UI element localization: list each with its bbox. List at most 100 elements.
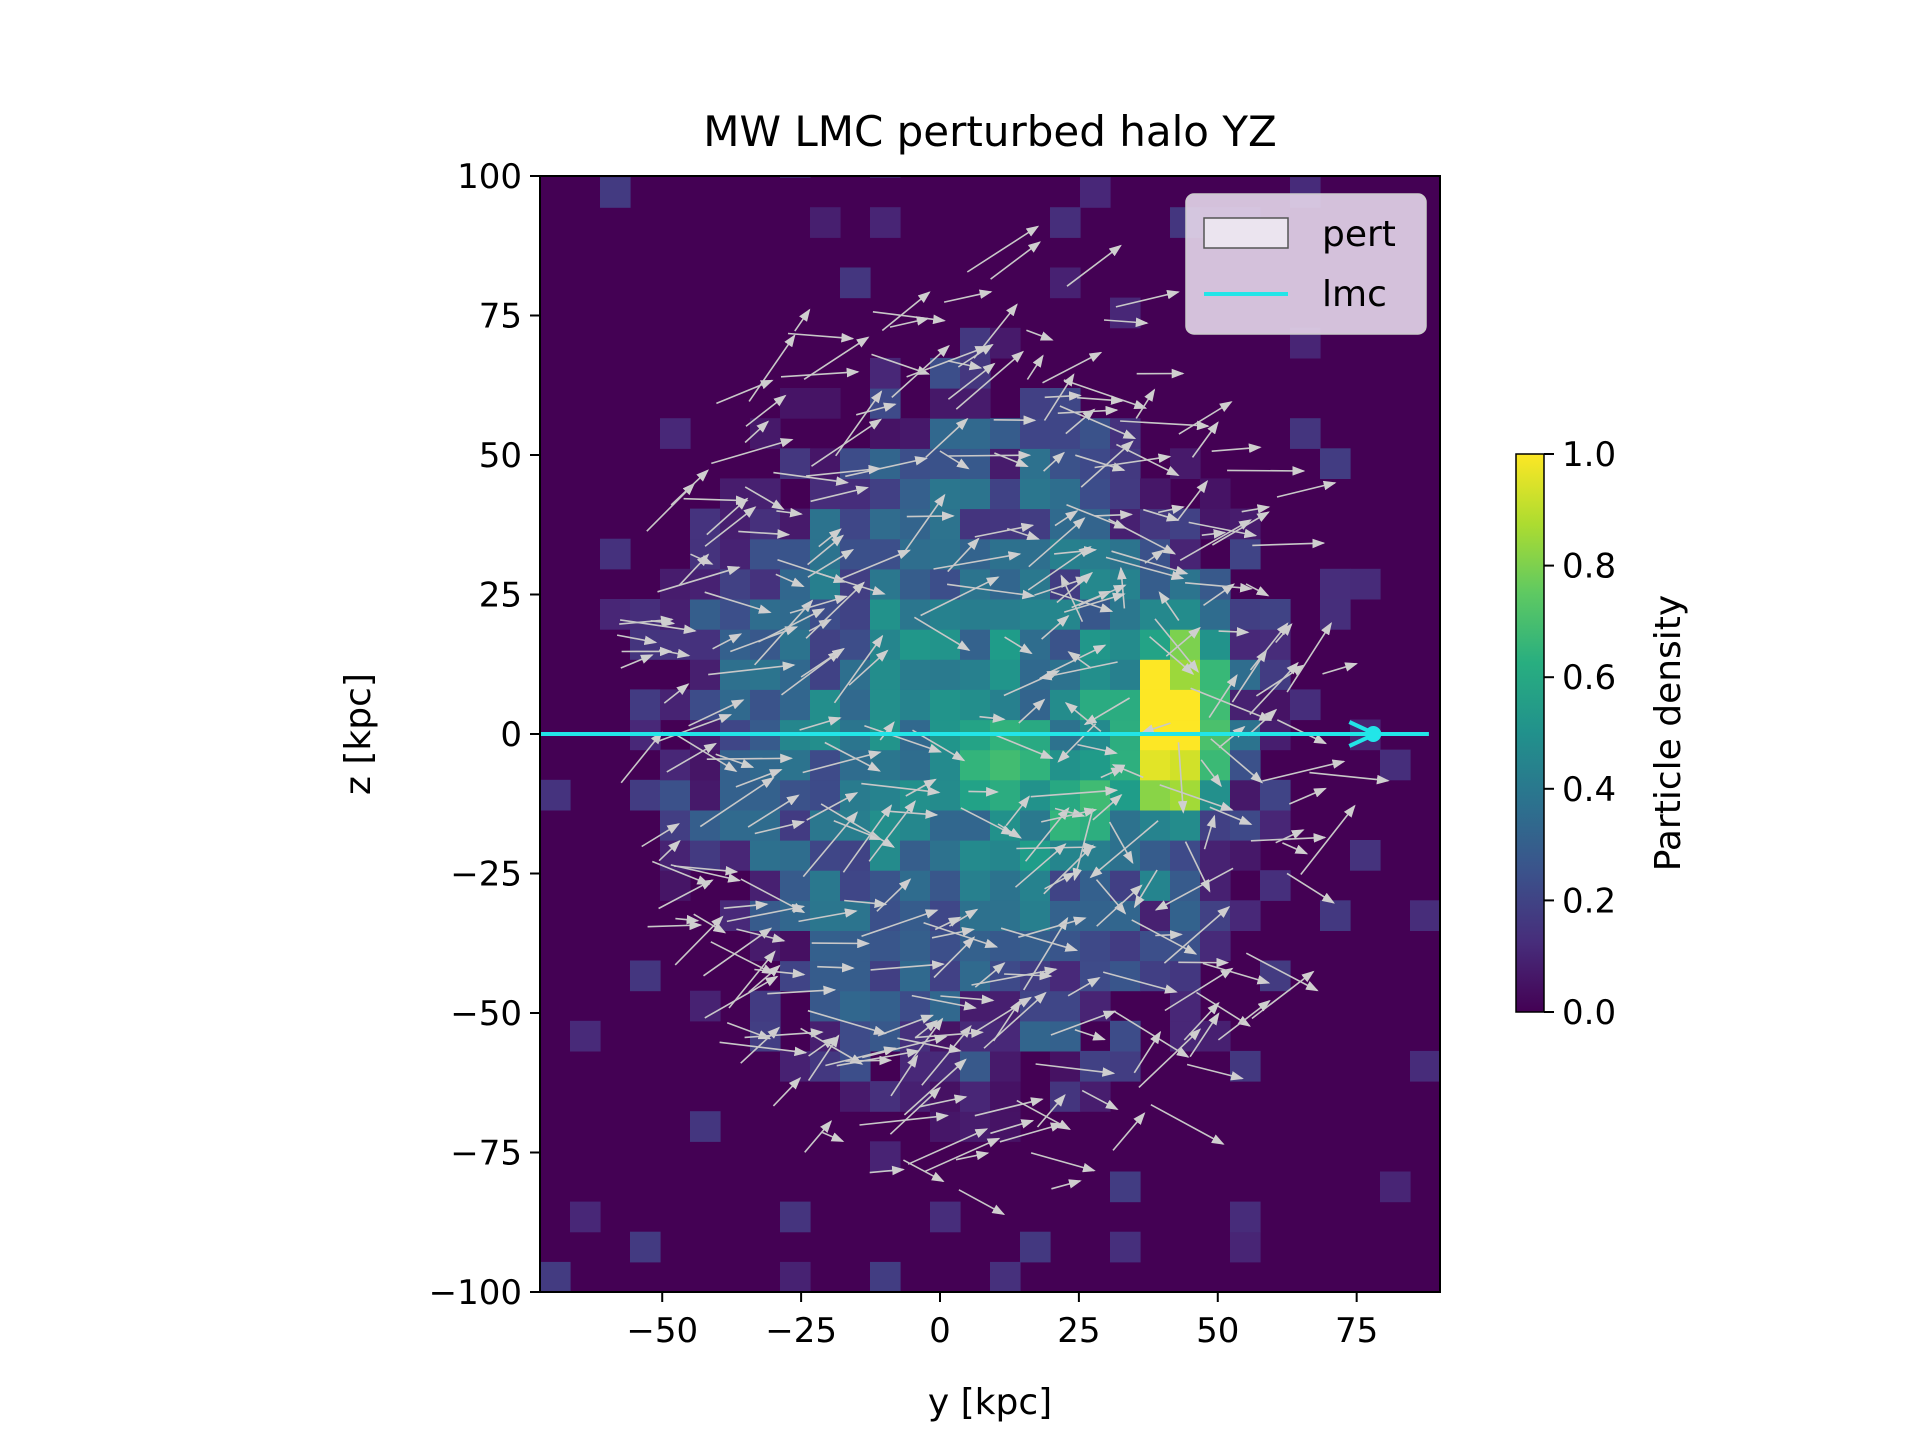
heatmap-cell xyxy=(810,840,841,871)
heatmap-cell xyxy=(750,840,781,871)
heatmap-cell xyxy=(1110,629,1141,660)
heatmap-cell xyxy=(960,780,991,811)
heatmap-cell xyxy=(690,539,721,570)
heatmap-cell xyxy=(570,1021,601,1052)
heatmap-cell xyxy=(1320,900,1351,931)
heatmap-cell xyxy=(1140,599,1171,630)
heatmap-cell xyxy=(1080,569,1111,600)
heatmap-cell xyxy=(1080,509,1111,540)
heatmap-cell xyxy=(1080,840,1111,871)
heatmap-cell xyxy=(900,478,931,509)
heatmap-cell xyxy=(1230,750,1261,781)
heatmap-cell xyxy=(870,1141,901,1172)
y-tick-label: −25 xyxy=(450,855,522,895)
heatmap-cell xyxy=(1020,418,1051,449)
x-axis-label: y [kpc] xyxy=(928,1382,1052,1423)
heatmap-cell xyxy=(1170,659,1201,690)
heatmap-cell xyxy=(1230,810,1261,841)
heatmap-cell xyxy=(660,569,691,600)
velocity-arrow xyxy=(968,791,997,792)
heatmap-cell xyxy=(1110,780,1141,811)
heatmap-cell xyxy=(1020,448,1051,479)
heatmap-cell xyxy=(1170,840,1201,871)
heatmap-cell xyxy=(840,991,871,1022)
heatmap-cell xyxy=(1080,930,1111,961)
heatmap-cell xyxy=(1260,780,1291,811)
heatmap-cell xyxy=(840,268,871,299)
heatmap-cell xyxy=(1230,599,1261,630)
heatmap-cell xyxy=(1320,569,1351,600)
heatmap-cell xyxy=(1140,659,1171,690)
heatmap-cell xyxy=(990,840,1021,871)
heatmap-cell xyxy=(660,418,691,449)
colorbar-gradient xyxy=(1516,454,1544,1012)
heatmap-cell xyxy=(990,961,1021,992)
heatmap-cell xyxy=(630,1232,661,1263)
heatmap-cell xyxy=(780,870,811,901)
heatmap-cell xyxy=(960,840,991,871)
heatmap-cell xyxy=(1020,840,1051,871)
x-tick-label: 75 xyxy=(1335,1311,1378,1351)
heatmap-cell xyxy=(1260,810,1291,841)
heatmap-cell xyxy=(870,659,901,690)
heatmap-cell xyxy=(720,810,751,841)
heatmap-cell xyxy=(780,1262,811,1293)
heatmap-cell xyxy=(900,659,931,690)
heatmap-cell xyxy=(1110,599,1141,630)
heatmap-cell xyxy=(960,478,991,509)
heatmap-cell xyxy=(780,780,811,811)
x-tick-label: 50 xyxy=(1196,1311,1239,1351)
heatmap-cell xyxy=(900,509,931,540)
heatmap-cell xyxy=(1230,1202,1261,1233)
heatmap-cell xyxy=(720,689,751,720)
heatmap-cell xyxy=(1200,659,1231,690)
heatmap-cell xyxy=(870,930,901,961)
heatmap-cell xyxy=(1020,689,1051,720)
heatmap-cell xyxy=(1170,870,1201,901)
heatmap-cell xyxy=(780,1202,811,1233)
heatmap-cell xyxy=(1230,539,1261,570)
y-tick-label: 100 xyxy=(457,157,522,197)
heatmap-cell xyxy=(1320,448,1351,479)
heatmap-cell xyxy=(810,810,841,841)
heatmap-cell xyxy=(1200,629,1231,660)
heatmap-cell xyxy=(1140,478,1171,509)
heatmap-cell xyxy=(870,448,901,479)
heatmap-cell xyxy=(780,388,811,419)
heatmap-cell xyxy=(810,539,841,570)
heatmap-cell xyxy=(900,629,931,660)
velocity-arrow xyxy=(948,455,1029,456)
heatmap-cell xyxy=(780,961,811,992)
colorbar-ticks: 0.00.20.40.60.81.0 xyxy=(1544,435,1616,1033)
heatmap-cell xyxy=(1200,780,1231,811)
y-tick-label: 50 xyxy=(479,436,522,476)
heatmap-cell xyxy=(1410,1051,1441,1082)
heatmap-cell xyxy=(870,1081,901,1112)
heatmap-cell xyxy=(1380,750,1411,781)
heatmap-cell xyxy=(1020,629,1051,660)
heatmap-cell xyxy=(720,599,751,630)
heatmap-cell xyxy=(1230,900,1261,931)
y-tick-label: 75 xyxy=(479,297,522,337)
heatmap-cell xyxy=(1080,870,1111,901)
heatmap-cell xyxy=(690,689,721,720)
x-tick-label: 0 xyxy=(929,1311,951,1351)
heatmap-cell xyxy=(990,1262,1021,1293)
heatmap-cell xyxy=(870,478,901,509)
heatmap-cell xyxy=(960,900,991,931)
heatmap-cell xyxy=(600,177,631,208)
heatmap-cell xyxy=(1020,870,1051,901)
heatmap-cell xyxy=(1080,689,1111,720)
heatmap-cell xyxy=(780,750,811,781)
heatmap-cell xyxy=(1140,689,1171,720)
heatmap-cell xyxy=(1110,930,1141,961)
heatmap-cell xyxy=(630,689,661,720)
heatmap-cell xyxy=(1050,599,1081,630)
heatmap-cell xyxy=(810,870,841,901)
heatmap-cell xyxy=(720,840,751,871)
heatmap-cell xyxy=(1320,599,1351,630)
heatmap-cell xyxy=(1080,1081,1111,1112)
heatmap-cell xyxy=(1170,689,1201,720)
y-tick-label: 0 xyxy=(500,715,522,755)
